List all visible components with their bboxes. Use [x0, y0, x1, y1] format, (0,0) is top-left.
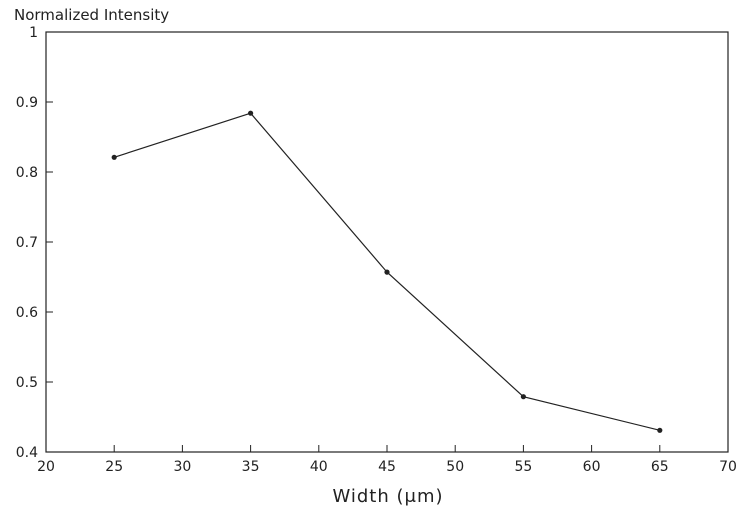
y-tick-label: 1: [29, 25, 38, 41]
x-tick-label: 25: [105, 459, 123, 475]
y-tick-label: 0.9: [16, 95, 38, 111]
plot-frame: [45, 31, 729, 453]
x-tick-label: 60: [583, 459, 601, 475]
y-axis-title: Normalized Intensity: [14, 6, 169, 24]
y-axis: 0.4 0.5 0.6 0.7 0.8 0.9 1: [16, 25, 53, 461]
x-tick-label: 70: [719, 459, 737, 475]
y-tick-label: 0.7: [16, 235, 38, 251]
x-axis: 20 25 30 35 40 45 50 55 60 65 70: [37, 445, 737, 475]
y-tick-label: 0.8: [16, 165, 38, 181]
data-point: [384, 269, 390, 275]
series-layer: [111, 110, 663, 433]
data-point: [111, 154, 117, 160]
x-tick-label: 20: [37, 459, 55, 475]
x-tick-label: 40: [310, 459, 328, 475]
y-tick-label: 0.6: [16, 305, 38, 321]
x-tick-label: 45: [378, 459, 396, 475]
y-tick-label: 0.4: [16, 445, 38, 461]
x-tick-label: 50: [446, 459, 464, 475]
x-tick-label: 35: [242, 459, 260, 475]
x-tick-label: 65: [651, 459, 669, 475]
y-tick-label: 0.5: [16, 375, 38, 391]
data-point: [520, 394, 527, 400]
x-tick-label: 30: [173, 459, 191, 475]
data-point: [248, 110, 254, 116]
x-axis-title: Width (μm): [332, 486, 443, 507]
data-point: [657, 427, 663, 433]
x-tick-label: 55: [514, 459, 532, 475]
